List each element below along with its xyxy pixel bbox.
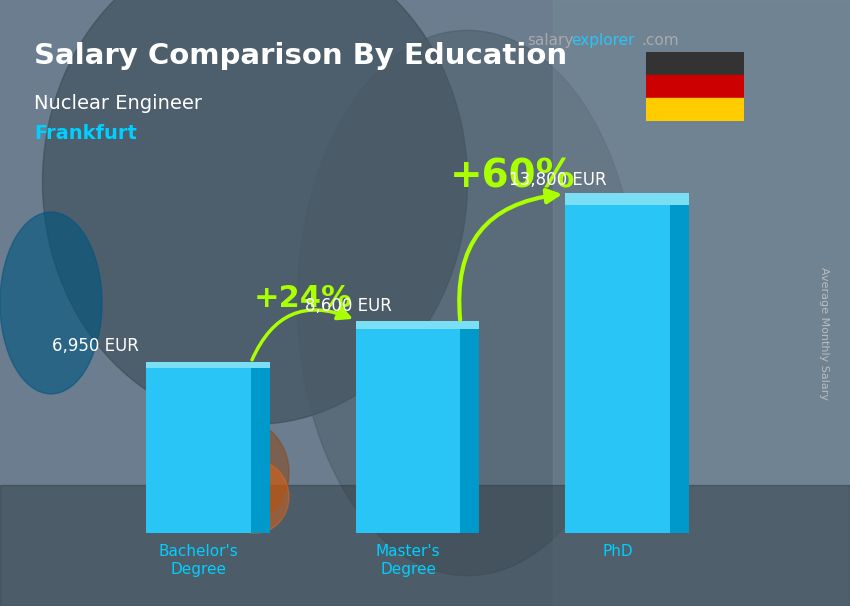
Ellipse shape xyxy=(187,418,289,527)
Text: Salary Comparison By Education: Salary Comparison By Education xyxy=(34,42,567,70)
FancyArrowPatch shape xyxy=(459,190,558,319)
Ellipse shape xyxy=(0,212,102,394)
Text: 6,950 EUR: 6,950 EUR xyxy=(52,337,139,355)
Text: +60%: +60% xyxy=(450,157,575,195)
FancyBboxPatch shape xyxy=(355,321,479,328)
Bar xyxy=(0,485,850,606)
FancyBboxPatch shape xyxy=(565,193,688,205)
Bar xyxy=(552,0,850,606)
Text: Frankfurt: Frankfurt xyxy=(34,124,137,143)
Text: Nuclear Engineer: Nuclear Engineer xyxy=(34,94,202,113)
Ellipse shape xyxy=(221,461,289,533)
Ellipse shape xyxy=(298,30,638,576)
Bar xyxy=(646,75,744,98)
FancyBboxPatch shape xyxy=(355,325,461,533)
Text: salary: salary xyxy=(527,33,574,48)
Bar xyxy=(646,98,744,121)
FancyBboxPatch shape xyxy=(565,199,670,533)
Bar xyxy=(646,52,744,75)
FancyBboxPatch shape xyxy=(251,365,269,533)
FancyArrowPatch shape xyxy=(252,307,349,360)
FancyBboxPatch shape xyxy=(670,199,689,533)
Ellipse shape xyxy=(42,0,468,424)
Text: .com: .com xyxy=(642,33,679,48)
Text: explorer: explorer xyxy=(571,33,635,48)
FancyBboxPatch shape xyxy=(146,365,251,533)
Text: +24%: +24% xyxy=(254,284,353,313)
FancyBboxPatch shape xyxy=(461,325,479,533)
FancyBboxPatch shape xyxy=(146,362,269,368)
Text: 8,600 EUR: 8,600 EUR xyxy=(304,297,392,315)
Text: Average Monthly Salary: Average Monthly Salary xyxy=(819,267,829,400)
Text: 13,800 EUR: 13,800 EUR xyxy=(509,171,606,189)
